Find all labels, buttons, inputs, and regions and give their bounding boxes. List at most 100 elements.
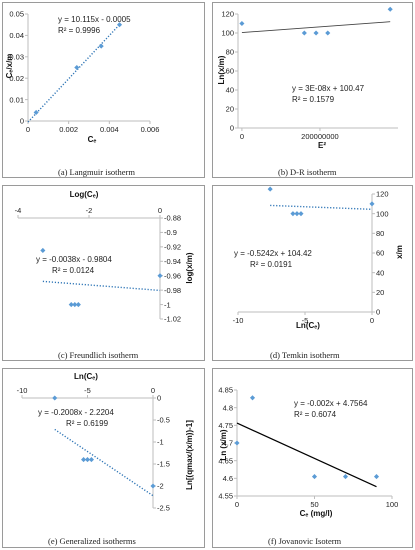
- y-tick-label: 0: [20, 117, 24, 126]
- y-tick-label: -0.94: [164, 257, 181, 266]
- trend-equation: y = 3E-08x + 100.47: [292, 84, 365, 93]
- trend-r-squared: R² = 0.0124: [52, 266, 95, 275]
- trend-r-squared: R² = 0.1579: [292, 95, 335, 104]
- data-point: [249, 395, 256, 401]
- caption-b: (b) D-R isotherm: [278, 167, 337, 177]
- y-tick-label: 0.03: [9, 53, 24, 62]
- y-tick-label: 4.85: [218, 386, 233, 395]
- y-tick-label: 120: [221, 10, 234, 19]
- y-axis-label: x/m: [395, 245, 404, 259]
- data-point: [68, 302, 74, 308]
- data-point: [98, 43, 104, 49]
- y-axis-label: Ln[(qmax/(x/m))-1]: [185, 420, 194, 490]
- y-tick-label: 0.01: [9, 95, 24, 104]
- y-tick-label: 4.75: [218, 421, 233, 430]
- x-tick-label: -10: [17, 386, 28, 395]
- trendline: [270, 204, 373, 211]
- y-axis-label: Ln (x/m): [219, 429, 228, 460]
- panel-d: [212, 185, 413, 361]
- y-tick-label: 0.05: [9, 10, 24, 19]
- y-tick-label: 100: [376, 209, 389, 218]
- chart-a: 0 0.002 0.004 0.006 0 0.01 0.02 0.03 0.04 0.05 y =…: [5, 10, 159, 144]
- y-tick-label: -2.5: [157, 504, 170, 513]
- trend-r-squared: R² = 0.9996: [58, 26, 101, 35]
- trend-r-squared: R² = 0.0191: [250, 260, 293, 269]
- trend-equation: y = -0.5242x + 104.42: [234, 249, 312, 258]
- y-axis-label: Ln(x/m): [217, 55, 226, 84]
- y-tick-label: 120: [376, 190, 389, 199]
- x-axis-label: Ln(Cₑ): [74, 372, 98, 381]
- caption-a: (a) Langmuir isotherm: [58, 167, 135, 177]
- y-tick-label: -1: [164, 300, 171, 309]
- chart-c: -4 -2 0-0.88 -0.9 -0.92 -0.94 -0.96 -0.98 -1 -1.0…: [15, 190, 194, 324]
- x-tick-label: 0: [235, 500, 239, 509]
- y-tick-label: -0.9: [164, 228, 177, 237]
- data-point: [234, 440, 240, 446]
- data-point: [239, 20, 245, 27]
- caption-f: (f) Jovanovic Isoterm: [268, 536, 342, 546]
- trendline: [42, 280, 161, 292]
- data-point: [294, 211, 300, 217]
- trendline: [241, 21, 391, 34]
- data-point: [267, 186, 273, 192]
- trend-equation: y = -0.002x + 4.7564: [294, 399, 368, 408]
- y-tick-label: -2: [157, 482, 164, 491]
- data-point: [72, 302, 78, 308]
- x-tick-label: 0.006: [141, 125, 160, 134]
- data-point: [84, 457, 91, 463]
- data-point: [74, 64, 80, 71]
- data-point: [387, 6, 393, 12]
- trend-r-squared: R² = 0.6199: [66, 419, 109, 428]
- trendline: [27, 24, 121, 123]
- data-point: [342, 474, 349, 480]
- y-tick-label: 80: [226, 48, 234, 57]
- y-axis-label: Cₑ/x/m: [5, 54, 14, 79]
- y-tick-label: 4.7: [223, 439, 233, 448]
- y-tick-label: 60: [376, 249, 384, 258]
- x-tick-label: 0: [26, 125, 30, 134]
- trend-equation: y = 10.115x - 0.0005: [58, 15, 131, 24]
- data-point: [298, 211, 304, 217]
- y-tick-label: 20: [376, 288, 384, 297]
- y-tick-label: 0: [376, 308, 380, 317]
- y-tick-label: 60: [226, 67, 234, 76]
- panel-c: [2, 185, 205, 361]
- trendline: [236, 422, 377, 488]
- chart-b: 0 200000000 0 20 40 60 80 100 120 y = 3E-08x + 10…: [217, 6, 398, 150]
- data-point: [290, 211, 296, 217]
- data-point: [301, 30, 307, 36]
- x-tick-label: -4: [15, 206, 22, 215]
- x-tick-label: -10: [233, 316, 244, 325]
- caption-e: (e) Generalized isotherms: [48, 536, 136, 546]
- y-tick-label: -0.88: [164, 214, 181, 223]
- y-tick-label: 4.8: [223, 403, 233, 412]
- x-tick-label: 0.002: [59, 125, 78, 134]
- y-tick-label: 20: [226, 105, 234, 114]
- x-axis-label: Ln(Cₑ): [296, 321, 320, 330]
- data-point: [325, 30, 331, 36]
- y-tick-label: 40: [226, 86, 234, 95]
- data-point: [157, 273, 163, 279]
- y-tick-label: 4.55: [218, 492, 233, 501]
- chart-e: -10 -5 00 -0.5 -1 -1.5 -2 -2.5 y = -0.2008x - 2.…: [17, 372, 194, 513]
- y-tick-label: -0.92: [164, 243, 181, 252]
- caption-c: (c) Freundlich isotherm: [58, 350, 139, 360]
- trend-r-squared: R² = 0.6074: [294, 410, 337, 419]
- data-point: [150, 483, 156, 489]
- chart-f: 0 50 100 4.55 4.6 4.65 4.7 4.75 4.8 4.85 y = -0.00…: [218, 386, 398, 518]
- y-tick-label: 0: [230, 124, 234, 133]
- y-axis-label: log(x/m): [185, 252, 194, 283]
- panel-a: [2, 2, 205, 178]
- caption-d: (d) Temkin isotherm: [270, 350, 340, 360]
- x-axis-label: Cₑ (mg/l): [300, 509, 333, 518]
- x-tick-label: 0: [370, 316, 374, 325]
- data-point: [373, 474, 380, 480]
- chart-d: -10 -5 00 20 40 60 80 100 120 y = -0.5242x + 104.…: [233, 186, 404, 330]
- x-tick-label: 200000000: [301, 132, 339, 141]
- x-axis-label: Cₑ: [88, 135, 97, 144]
- x-tick-label: 0: [158, 206, 162, 215]
- trend-equation: y = -0.2008x - 2.2204: [38, 408, 114, 417]
- data-point: [52, 395, 58, 401]
- data-point: [369, 201, 375, 207]
- data-point: [75, 302, 81, 308]
